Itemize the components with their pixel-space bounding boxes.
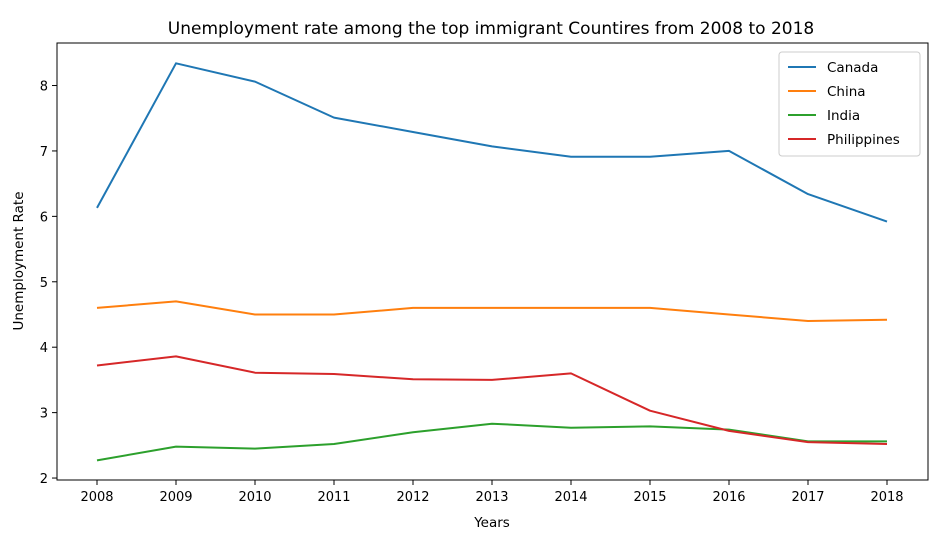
y-axis: 2 3 4 5 6 7 8	[40, 80, 57, 487]
x-tick-label: 2016	[712, 490, 745, 505]
x-tick-label: 2010	[238, 490, 271, 505]
x-tick-label: 2011	[317, 490, 350, 505]
x-axis: 2008 2009 2010 2011 2012 2013 2014 2015 2016 2017…	[80, 480, 904, 505]
x-tick-label: 2013	[475, 490, 508, 505]
series-line-india	[96, 422, 887, 462]
x-tick-label: 2008	[80, 490, 113, 505]
y-tick-label: 6	[40, 210, 48, 225]
x-axis-label: Years	[473, 515, 510, 531]
series-line-canada	[96, 62, 888, 223]
legend-label: Canada	[827, 60, 878, 76]
x-tick-label: 2014	[554, 490, 587, 505]
x-tick-label: 2012	[396, 490, 429, 505]
y-tick-label: 8	[40, 80, 48, 95]
x-tick-label: 2009	[159, 490, 192, 505]
y-tick-label: 3	[40, 407, 48, 422]
legend-label: Philippines	[827, 132, 900, 148]
y-tick-label: 2	[40, 472, 48, 487]
x-tick-label: 2018	[870, 490, 903, 505]
series-line-china	[96, 300, 888, 322]
legend-label: China	[827, 84, 866, 100]
y-axis-label: Unemployment Rate	[11, 191, 27, 330]
y-tick-label: 4	[40, 341, 48, 356]
series-lines	[96, 62, 888, 462]
legend-box	[778, 51, 921, 157]
legend: Canada China India Philippines	[778, 51, 921, 157]
x-tick-label: 2017	[791, 490, 824, 505]
legend-label: India	[827, 108, 860, 124]
chart-title: Unemployment rate among the top immigran…	[168, 19, 814, 39]
x-tick-label: 2015	[633, 490, 666, 505]
y-tick-label: 5	[40, 276, 48, 291]
y-tick-label: 7	[40, 145, 48, 160]
series-line-philippines	[96, 355, 888, 445]
